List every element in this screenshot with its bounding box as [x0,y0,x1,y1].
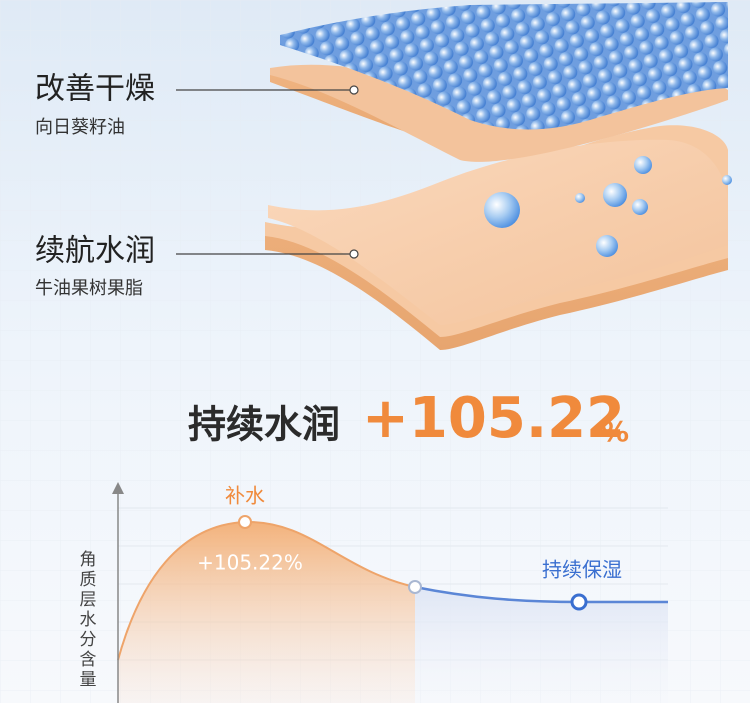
y-axis-label-char: 量 [80,670,97,690]
water-droplets [484,156,732,257]
peak-label: 补水 [225,484,265,508]
layer-title: 改善干燥 [35,72,155,107]
callout-dot [349,85,359,95]
end-label: 持续保湿 [542,558,622,582]
y-axis-label-char: 质 [80,570,97,590]
layer-subtitle: 向日葵籽油 [35,117,125,138]
peak-value: +105.22% [197,551,303,575]
layer-title: 续航水润 [35,234,155,269]
curve-illustration [112,482,668,703]
layer-subtitle: 牛油果树果脂 [35,278,143,299]
upper-layer-illustration [270,2,728,162]
headline-number: +105.22 [362,386,625,451]
y-axis-label-char: 角 [80,550,97,570]
headline-unit: % [601,415,629,448]
y-axis-label-char: 分 [80,630,97,650]
headline-text: 持续水润 [188,403,340,447]
callout-dot [349,249,359,259]
y-axis-label-char: 层 [80,590,97,610]
y-axis-label-char: 水 [80,610,97,630]
y-axis-label-char: 含 [80,650,97,670]
